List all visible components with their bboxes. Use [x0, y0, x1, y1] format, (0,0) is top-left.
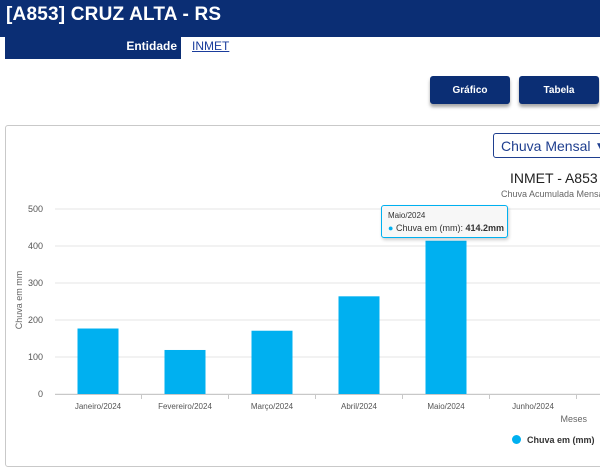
- chart-type-select[interactable]: Chuva Mensal ▼: [493, 133, 600, 158]
- chevron-down-icon: ▼: [595, 141, 600, 152]
- bar-abril-2024: [338, 296, 380, 394]
- tooltip-header: Maio/2024: [388, 211, 426, 220]
- tooltip-value: 414.2mm: [465, 223, 505, 233]
- chart-title: INMET - A853: [510, 170, 598, 186]
- tooltip-dot-icon: ●: [388, 223, 394, 233]
- tabela-button[interactable]: Tabela: [519, 76, 599, 104]
- y-tick-label: 400: [28, 241, 43, 251]
- y-tick-label: 500: [28, 204, 43, 214]
- legend-dot-icon: [512, 435, 521, 444]
- chart-subtitle: Chuva Acumulada Mensal: [501, 189, 600, 199]
- chart-tooltip: Maio/2024 ● Chuva em (mm): 414.2mm: [381, 205, 508, 238]
- x-tick-label: Maio/2024: [427, 402, 465, 411]
- chart-type-select-value: Chuva Mensal: [501, 138, 591, 154]
- x-axis-label: Meses: [560, 414, 587, 424]
- x-tick-label: Abril/2024: [341, 402, 378, 411]
- y-tick-label: 0: [38, 389, 43, 399]
- x-tick-label: Março/2024: [251, 402, 294, 411]
- entity-label-box: Entidade: [5, 34, 181, 59]
- y-axis-label: Chuva em mm: [14, 271, 24, 330]
- top-header-bar: [A853] CRUZ ALTA - RS: [0, 0, 600, 37]
- chart-panel: [5, 125, 600, 467]
- bar-chart: 0 100 200 300 400 500 Janeiro/2024 Fevereiro/20…: [14, 204, 600, 424]
- tooltip-row: ● Chuva em (mm): 414.2mm: [388, 223, 504, 233]
- x-tick-label: Junho/2024: [512, 402, 554, 411]
- grafico-button[interactable]: Gráfico: [430, 76, 510, 104]
- tooltip-label: Chuva em (mm):: [395, 223, 463, 233]
- entity-label: Entidade: [126, 39, 177, 53]
- legend-label: Chuva em (mm): [527, 435, 595, 445]
- entity-link[interactable]: INMET: [192, 39, 230, 53]
- x-tick-label: Fevereiro/2024: [158, 402, 212, 411]
- bar-mar-o-2024: [251, 330, 293, 394]
- station-title: [A853] CRUZ ALTA - RS: [6, 4, 222, 25]
- y-tick-label: 200: [28, 315, 43, 325]
- bar-maio-2024: [425, 240, 467, 394]
- bar-janeiro-2024: [77, 328, 119, 394]
- chart-legend[interactable]: Chuva em (mm): [512, 435, 595, 445]
- y-tick-label: 300: [28, 278, 43, 288]
- bar-fevereiro-2024: [164, 349, 206, 394]
- y-tick-label: 100: [28, 352, 43, 362]
- x-tick-label: Janeiro/2024: [75, 402, 122, 411]
